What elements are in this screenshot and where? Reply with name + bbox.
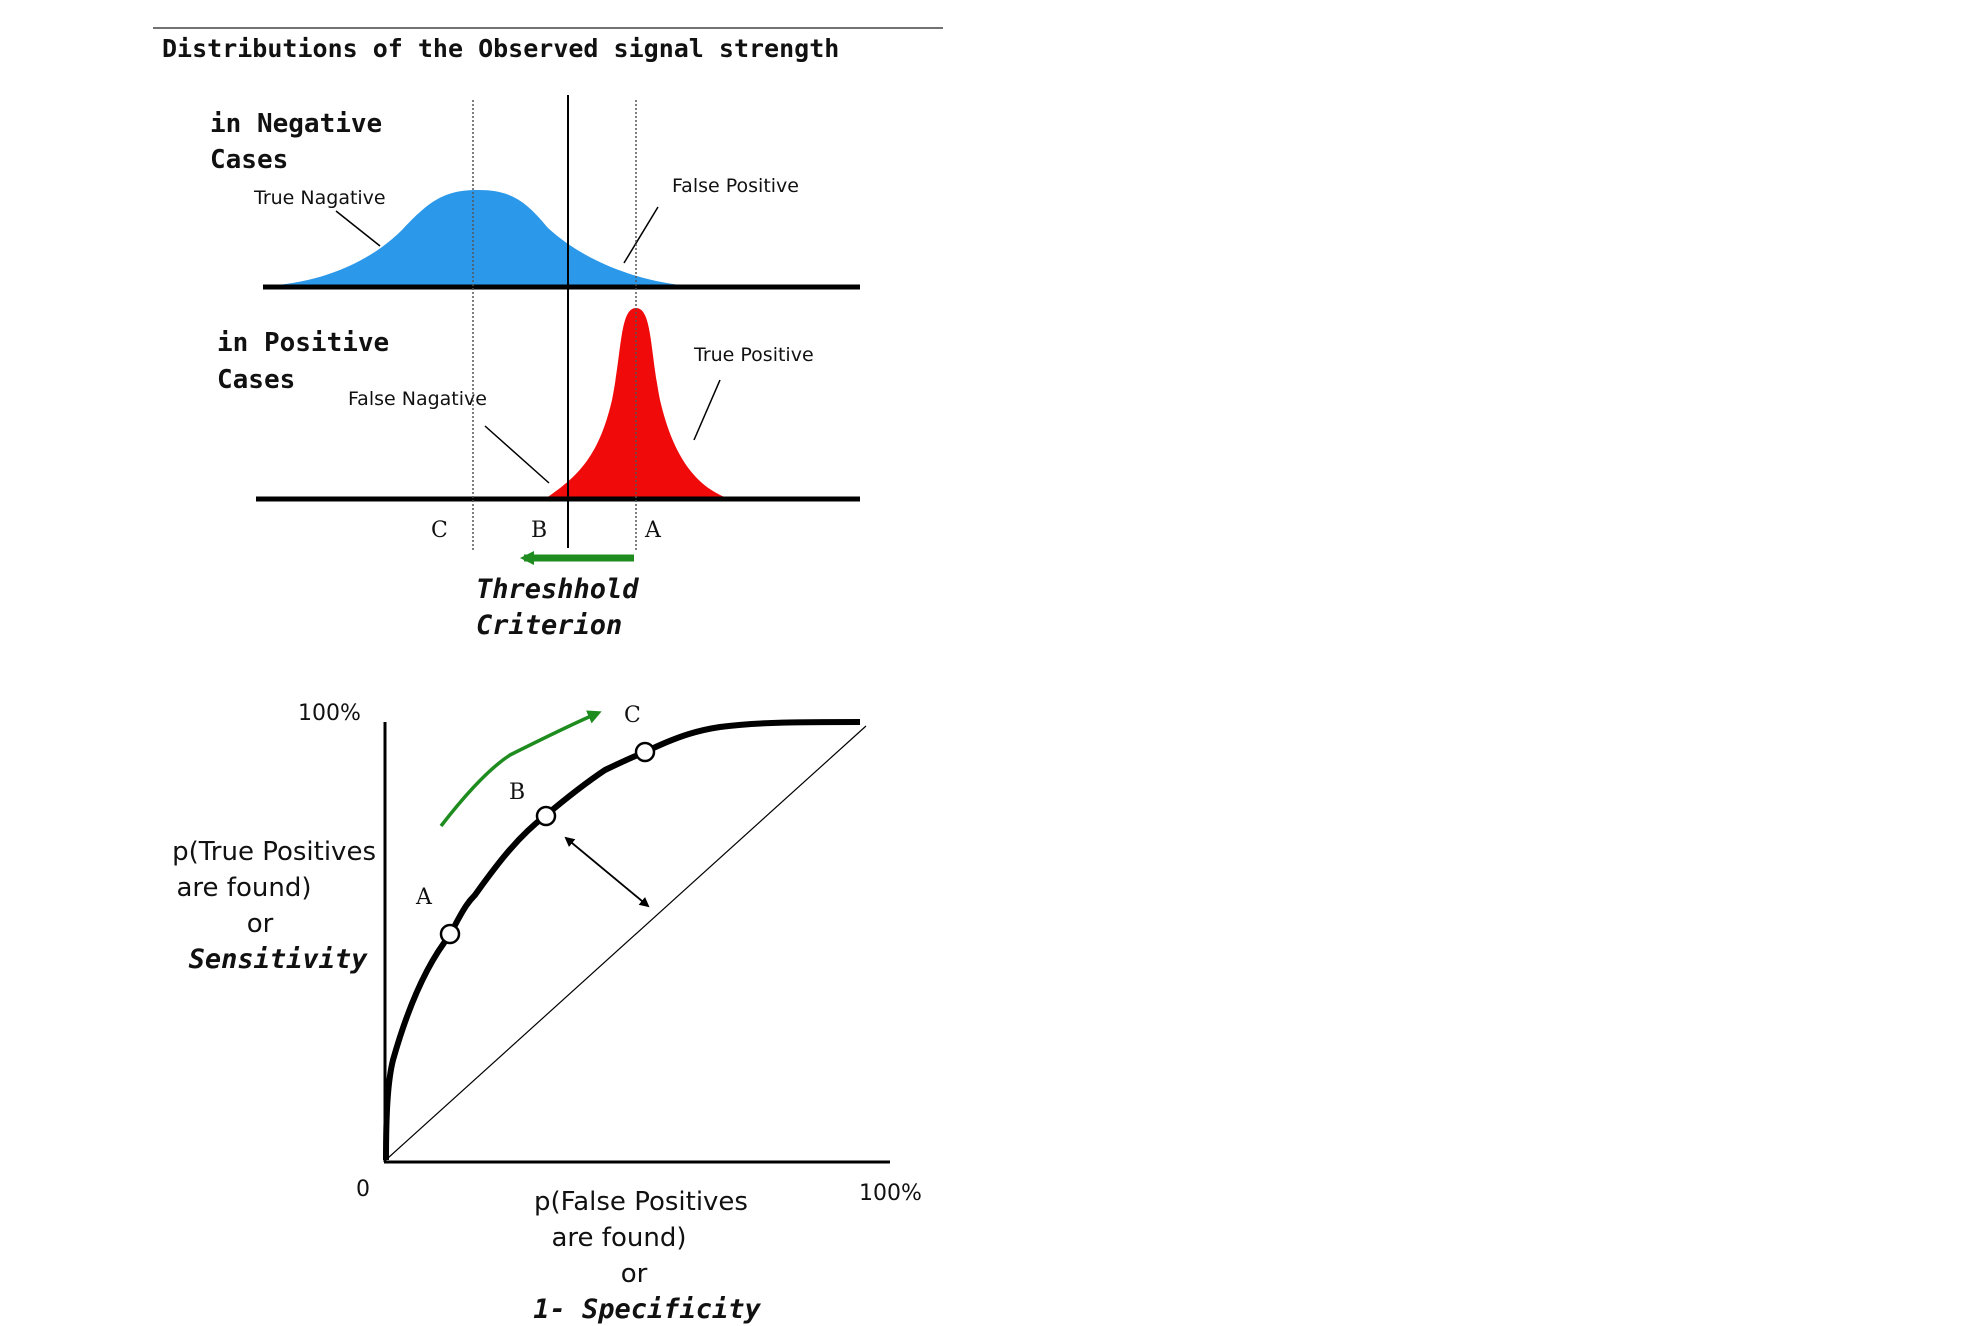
threshold-c-label: C <box>431 518 448 543</box>
positive-label-2: Cases <box>217 365 295 395</box>
roc-point-c <box>634 741 656 763</box>
roc-y-label-4: Sensitivity <box>189 944 369 975</box>
false-negative-pointer <box>484 425 550 484</box>
roc-x-max-label: 100% <box>859 1181 922 1206</box>
true-positive-pointer <box>693 379 721 441</box>
roc-y-label-3: or <box>247 909 274 939</box>
roc-direction-arrow <box>439 710 602 828</box>
roc-x-label-3: or <box>621 1259 648 1289</box>
roc-point-b <box>535 805 557 827</box>
roc-y-label-2: are found) <box>177 873 312 903</box>
roc-point-c-label: C <box>624 703 641 728</box>
true-negative-pointer <box>335 210 381 247</box>
threshold-b-label: B <box>531 518 547 543</box>
figure-title: Distributions of the Observed signal str… <box>162 34 839 63</box>
roc-point-a-label: A <box>415 885 433 910</box>
roc-y-label-1: p(True Positives <box>172 837 376 867</box>
roc-point-b-label: B <box>509 780 525 805</box>
true-positive-label: True Positive <box>693 344 814 366</box>
threshold-a-label: A <box>644 518 662 543</box>
criterion-label-1: Threshhold <box>476 574 639 605</box>
roc-chance-diagonal <box>387 725 867 1159</box>
roc-x-label-2: are found) <box>552 1223 687 1253</box>
roc-x-label-4: 1- Specificity <box>533 1294 761 1325</box>
negative-distribution-curve <box>262 190 690 286</box>
roc-x-label-1: p(False Positives <box>534 1187 748 1217</box>
roc-origin-label: 0 <box>356 1177 370 1202</box>
false-positive-label: False Positive <box>672 175 799 197</box>
false-positive-pointer <box>623 206 659 264</box>
negative-label-2: Cases <box>210 145 288 175</box>
true-negative-label: True Nagative <box>253 187 386 209</box>
positive-label-1: in Positive <box>217 328 389 358</box>
roc-point-a <box>439 923 461 945</box>
false-negative-label: False Nagative <box>348 388 487 410</box>
roc-y-max-label: 100% <box>298 701 361 726</box>
negative-label-1: in Negative <box>210 109 382 139</box>
criterion-label-2: Criterion <box>476 610 622 641</box>
distance-double-arrow <box>564 836 650 908</box>
positive-distribution-curve <box>545 308 730 499</box>
